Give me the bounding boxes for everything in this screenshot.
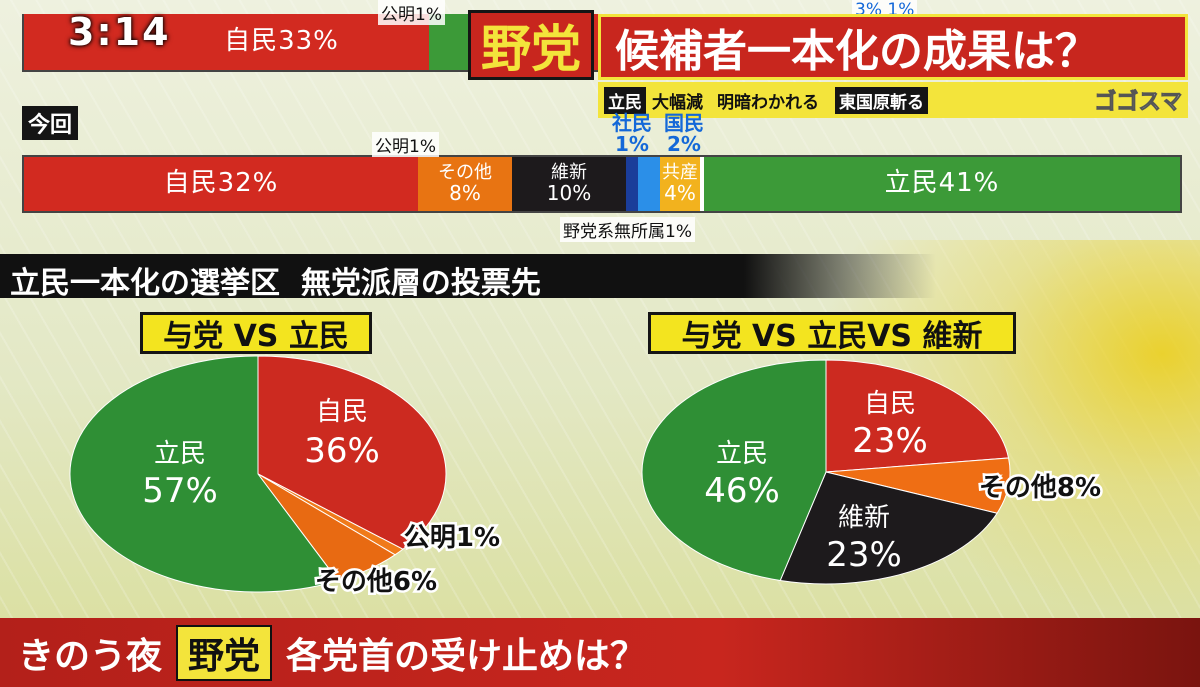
pie1-label-公明: 公明1% [404,523,500,553]
current-segment-other: その他 8% [418,157,512,211]
current-segment-other-name: その他 [438,162,492,184]
current-callout-shamin: 社民 1% [612,111,652,156]
current-segment-independent [700,157,704,211]
subheadline-strip: 立民 大幅減 明暗わかれる 東国原斬る ゴゴスマ [598,82,1188,118]
section-title: 立民一本化の選挙区 無党派層の投票先 [10,266,541,301]
current-callout-komei: 公明1% [372,132,439,157]
subheadline-tag-higashikokubaru: 東国原斬る [835,86,928,114]
pie2-label-立民-value: 46% [704,471,780,511]
title-main: 候補者一本化の成果は？ [598,14,1188,80]
pie2-label-維新-name: 維新 [838,503,890,533]
pie2-label-立民-name: 立民 [716,439,768,469]
ticker-headline: 各党首の受け止めは？ [286,635,647,677]
pie2-label-自民-name: 自民 [864,389,916,419]
pie1-label-自民-name: 自民 [316,397,368,427]
current-segment-kokumin [638,157,660,211]
ticker-badge: 野党 [176,624,273,681]
ticker-prefix: きのう夜 [18,635,163,677]
current-segment-kyosan: 共産 4% [660,157,700,211]
pie2-slice-自民 [825,359,1010,473]
current-callout-independent: 野党系無所属1% [560,217,695,242]
pie2-slice-立民 [641,359,827,582]
current-segment-jimin-label: 自民32% [163,168,279,199]
subheadline-text-contrast: 明暗わかれる [717,92,819,113]
current-label: 今回 [22,106,79,140]
pie2-slice-維新 [779,471,998,585]
pie2-label-自民-value: 23% [852,421,928,461]
previous-callout-komei: 公明1% [378,0,445,25]
pie1-title: 与党 VS 立民 [140,312,372,354]
current-segment-ishin-value: 10% [546,180,592,205]
previous-segment-jimin: 自民33% [24,14,429,70]
current-segment-rikken-label: 立民41% [884,168,1000,199]
current-segment-ishin-name: 維新 [551,162,587,184]
pie2-label-維新-value: 23% [826,535,902,575]
watermark: ゴゴスマ [1094,90,1183,116]
current-segment-ishin: 維新 10% [512,157,626,211]
pie1-label-立民-value: 57% [142,471,218,511]
pie1-slice-自民 [257,355,447,550]
bottom-ticker: きのう夜 野党 各党首の受け止めは？ [0,618,1200,687]
section-title-bar: 立民一本化の選挙区 無党派層の投票先 [0,254,1200,301]
pie2-slice-その他 [825,457,1011,514]
pie1-label-その他: その他6% [315,567,437,597]
pie1-label-自民-value: 36% [304,431,380,471]
clock: 3:14 [68,10,171,54]
current-segment-kyosan-name: 共産 [662,162,698,184]
current-segment-kyosan-value: 4% [664,180,696,205]
pie1-slice-立民 [69,355,339,593]
current-callout-kokumin: 国民 2% [664,111,704,156]
subheadline-text-decline: 大幅減 [652,92,703,113]
subheadline-tag-rikken: 立民 [604,86,646,114]
current-segment-other-value: 8% [449,180,481,205]
title-badge: 野党 [468,10,594,80]
previous-segment-jimin-label: 自民33% [224,26,339,57]
current-segment-rikken: 立民41% [704,157,1180,211]
current-result-bar: 自民32% その他 8% 維新 10% 共産 4% 立民41% [22,155,1182,213]
pie1-label-立民-name: 立民 [154,439,206,469]
current-segment-jimin: 自民32% [24,157,418,211]
pie2-label-その他: その他8% [979,473,1101,503]
current-segment-shamin [626,157,638,211]
pie2-title: 与党 VS 立民VS 維新 [648,312,1016,354]
